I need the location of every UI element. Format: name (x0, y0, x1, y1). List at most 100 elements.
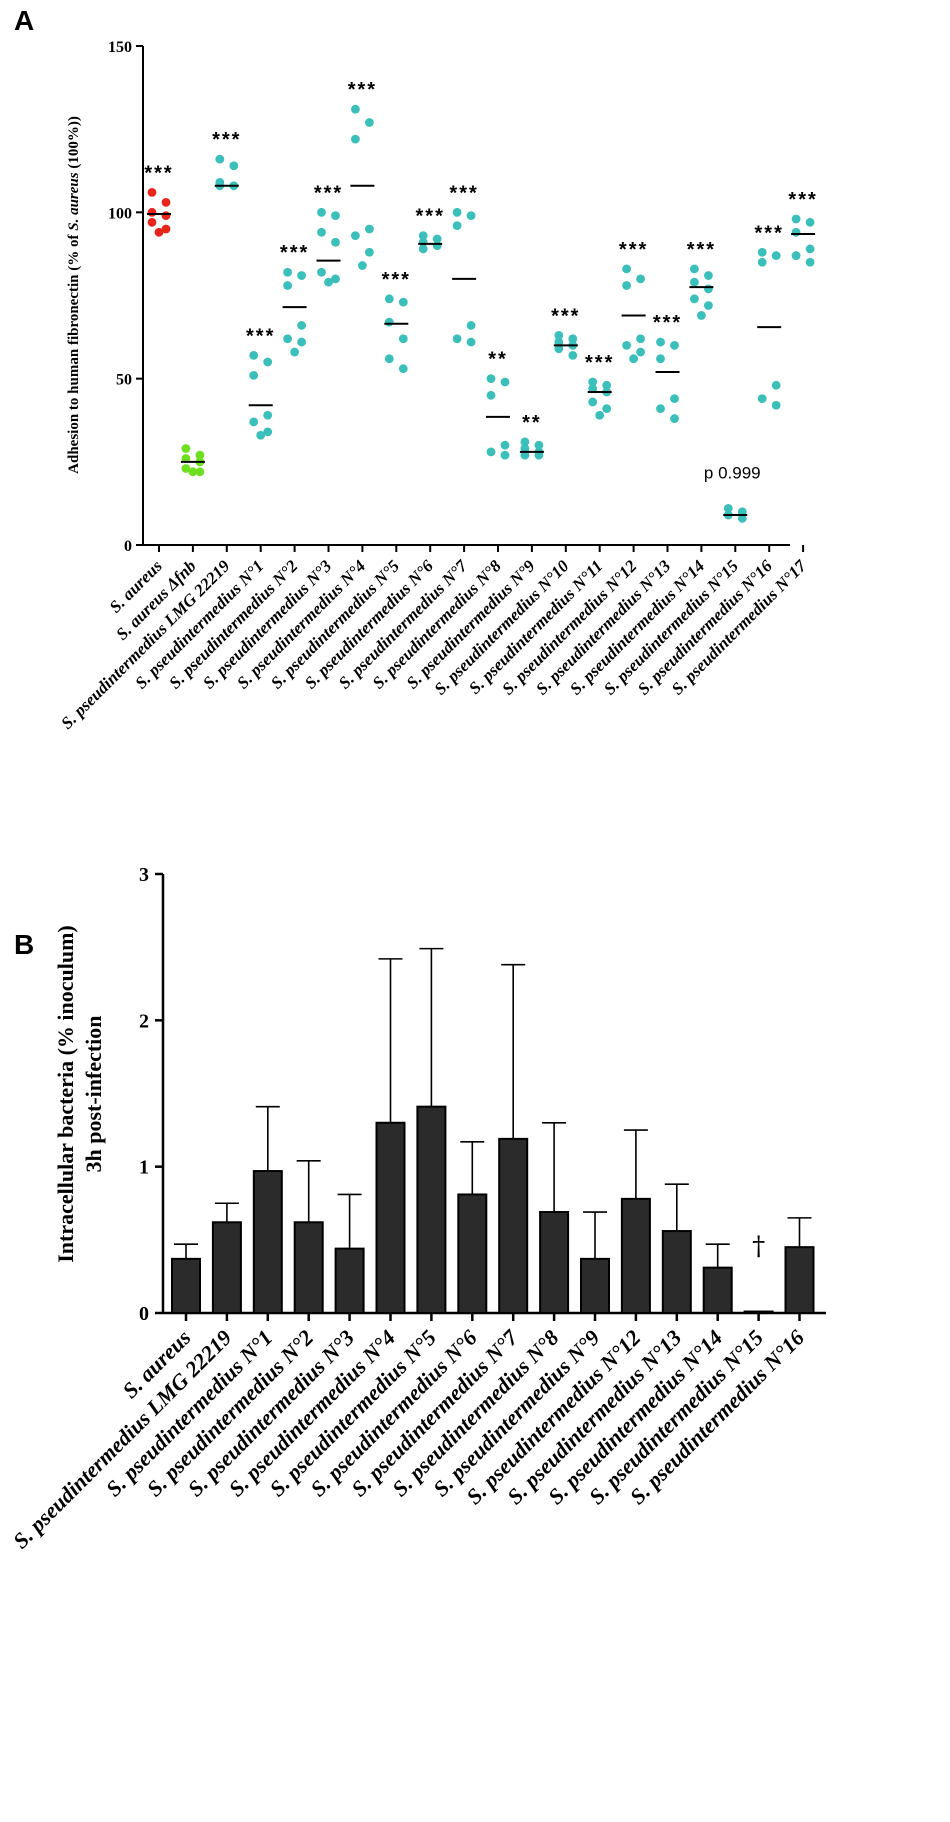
bar (784, 1246, 815, 1315)
data-point (398, 297, 408, 307)
data-point (602, 404, 612, 414)
data-point (670, 341, 679, 350)
data-point (317, 267, 326, 277)
bar (334, 1247, 365, 1314)
data-point (283, 267, 292, 277)
data-point (215, 154, 225, 164)
significance-label: *** (382, 269, 411, 291)
data-point (500, 377, 510, 387)
data-point (290, 347, 299, 357)
data-point (757, 257, 767, 267)
data-point (636, 334, 645, 344)
data-point (283, 334, 292, 344)
data-point (520, 450, 530, 460)
data-point (181, 464, 191, 473)
data-point (466, 337, 476, 347)
bar (252, 1170, 283, 1314)
bar (661, 1230, 692, 1315)
data-point (452, 207, 462, 217)
data-point (791, 214, 801, 224)
significance-label: *** (619, 239, 648, 261)
bar (416, 1105, 447, 1315)
significance-label: *** (449, 182, 478, 204)
significance-label: ** (488, 349, 508, 371)
data-point (263, 357, 273, 367)
data-point (486, 374, 496, 384)
data-point (636, 274, 645, 284)
y-axis-label-italic: S. aureus (66, 172, 82, 231)
data-point (181, 444, 191, 453)
data-point (154, 227, 164, 237)
data-point (520, 444, 530, 453)
significance-label: *** (314, 182, 343, 204)
data-point (195, 467, 205, 477)
data-point (398, 334, 408, 344)
data-point (256, 430, 266, 440)
data-point (331, 237, 340, 247)
bar (375, 1121, 406, 1315)
data-point (188, 467, 198, 477)
data-point (297, 321, 306, 330)
significance-label: ** (522, 412, 542, 434)
data-point (181, 454, 191, 463)
significance-label: *** (755, 222, 784, 244)
data-point (791, 251, 801, 260)
significance-label: *** (280, 242, 309, 264)
data-point (554, 344, 564, 354)
data-point (418, 231, 428, 241)
data-point (534, 440, 544, 450)
bar (743, 1310, 774, 1315)
data-point (351, 231, 360, 241)
bar (539, 1211, 570, 1315)
bar (293, 1221, 324, 1314)
data-point (351, 104, 360, 114)
significance-label: *** (246, 325, 275, 347)
y-tick-label: 50 (116, 372, 132, 389)
y-tick-label: 0 (139, 1303, 149, 1325)
dagger-annotation: † (752, 1231, 765, 1261)
data-point (622, 281, 631, 290)
data-point (791, 227, 801, 237)
data-point (297, 271, 306, 280)
data-point (418, 244, 428, 254)
data-point (771, 400, 781, 410)
y-axis-label-part: Adhesion to human fibronectin (% of (66, 231, 82, 474)
data-point (466, 321, 476, 330)
data-point (432, 241, 442, 251)
bar (457, 1193, 488, 1314)
significance-label: *** (585, 352, 614, 374)
y-tick-label: 1 (139, 1157, 149, 1179)
data-point (690, 277, 699, 287)
significance-label: *** (212, 129, 241, 151)
data-point (602, 380, 612, 390)
data-point (622, 264, 631, 274)
data-point (452, 334, 462, 344)
data-point (147, 187, 157, 197)
data-point (331, 274, 340, 284)
significance-label: *** (144, 162, 173, 184)
y-tick-label: 0 (124, 538, 132, 555)
bar (580, 1257, 610, 1315)
data-point (805, 244, 815, 254)
data-point (588, 397, 598, 407)
data-point (249, 350, 259, 360)
data-point (147, 217, 157, 227)
data-point (629, 354, 638, 364)
data-point (161, 224, 171, 234)
data-point (384, 317, 394, 327)
data-point (568, 350, 578, 360)
data-point (670, 394, 679, 404)
data-point (588, 384, 598, 394)
data-point (805, 217, 815, 227)
data-point (704, 284, 713, 294)
data-point (534, 450, 544, 460)
bar (211, 1221, 242, 1314)
panel-label-b: B (14, 929, 34, 960)
data-point (317, 207, 326, 217)
y-tick-label: 2 (139, 1010, 149, 1032)
data-point (452, 221, 462, 231)
significance-label: *** (653, 312, 682, 334)
data-point (690, 294, 699, 304)
data-point (486, 390, 496, 400)
